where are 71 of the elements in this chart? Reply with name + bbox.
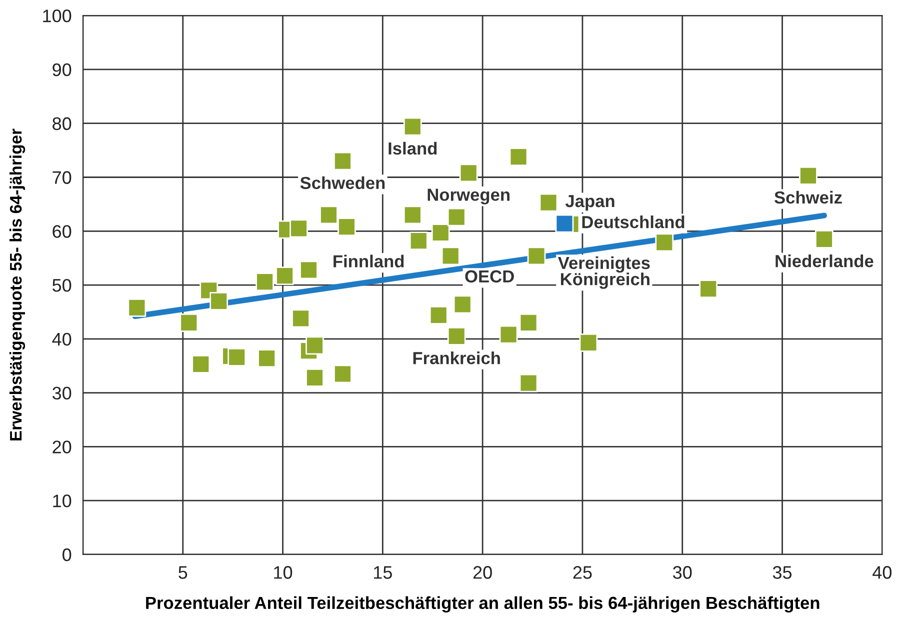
y-tick-label: 100: [43, 10, 72, 22]
point: [699, 280, 718, 298]
point: [228, 348, 246, 366]
y-tick-label: 0: [62, 548, 72, 562]
annotation: OECD: [465, 270, 514, 283]
x-tick-label: 20: [473, 566, 492, 579]
point: [527, 246, 546, 266]
x-tick-label: 10: [274, 566, 292, 579]
point: [403, 117, 422, 136]
y-tick-label: 50: [52, 278, 72, 292]
point: [431, 224, 450, 242]
point: [447, 327, 466, 346]
annotation: Schweden: [300, 176, 385, 190]
point: [276, 266, 294, 286]
x-tick-label: 25: [573, 566, 592, 579]
point: [403, 206, 422, 224]
annotation: Deutschland: [582, 215, 684, 228]
point: [655, 233, 674, 252]
annotation: Frankreich: [413, 351, 500, 364]
y-tick-label: 90: [52, 63, 72, 76]
point: [409, 232, 428, 250]
y-tick-label: 60: [52, 225, 72, 238]
point: [539, 193, 558, 212]
point: [441, 246, 460, 266]
annotation: Japan: [565, 195, 614, 211]
point: [453, 295, 472, 314]
point: [320, 206, 338, 224]
annotation: Vereinigtes Königreich: [558, 256, 650, 289]
point: [519, 314, 538, 332]
point: [290, 219, 308, 238]
annotation: Finnland: [334, 254, 404, 268]
point: [300, 260, 318, 280]
point: [459, 164, 478, 182]
point: [338, 218, 356, 236]
x-tick-label: 15: [374, 566, 392, 579]
point: [292, 309, 310, 328]
point: [258, 349, 276, 368]
point: [210, 292, 228, 310]
point: [334, 152, 352, 170]
point: [334, 364, 352, 384]
point: [509, 148, 528, 166]
point: [499, 325, 518, 344]
annotation: Niederlande: [776, 254, 874, 268]
point: [128, 298, 146, 317]
point: [447, 208, 466, 226]
point: [306, 336, 324, 355]
x-tick-label: 5: [178, 566, 188, 579]
y-tick-label: 70: [52, 171, 72, 184]
annotation: Island: [388, 142, 437, 155]
point: [555, 214, 574, 233]
annotation: Norwegen: [428, 188, 510, 204]
y-tick-label: 80: [52, 117, 72, 130]
y-tick-label: 20: [52, 440, 72, 454]
annotation: Schweiz: [774, 190, 842, 204]
point: [815, 230, 834, 248]
point: [306, 368, 324, 387]
y-tick-label: 40: [52, 332, 72, 346]
y-tick-label: 30: [52, 386, 72, 400]
point: [519, 374, 538, 392]
x-tick-label: 40: [872, 566, 892, 579]
x-tick-label: 35: [772, 566, 792, 579]
point: [579, 333, 598, 352]
point: [799, 166, 818, 185]
y-axis-title: Erwerbstätigenquote 55- bis 64-jähriger: [9, 128, 26, 440]
point: [256, 272, 274, 291]
point: [429, 306, 448, 324]
x-tick-label: 30: [673, 566, 692, 579]
point: [180, 314, 198, 332]
y-tick-label: 10: [53, 494, 72, 508]
x-axis-title: Prozentualer Anteil Teilzeitbeschäftigter an allen 55- bis 64-jährigen Beschäftigten: [146, 596, 820, 613]
point: [192, 355, 210, 374]
